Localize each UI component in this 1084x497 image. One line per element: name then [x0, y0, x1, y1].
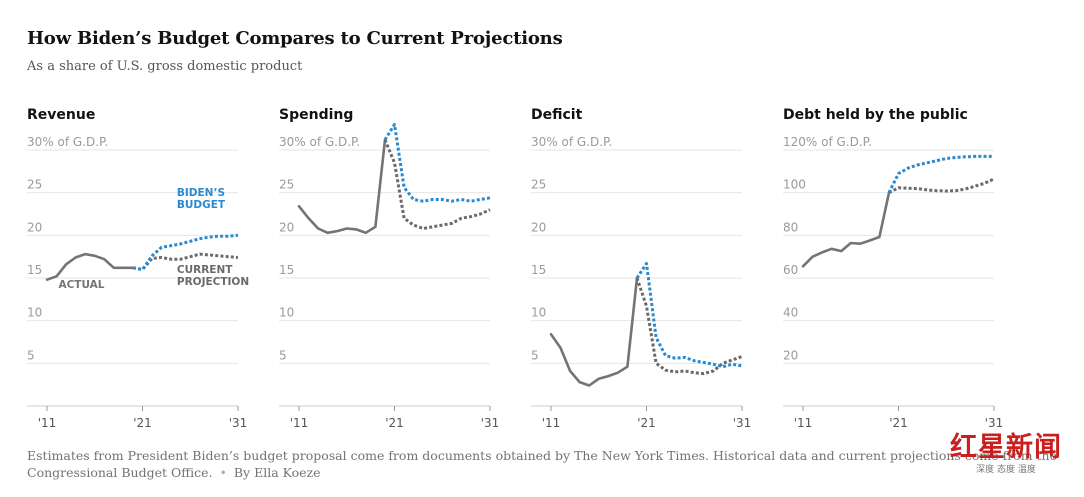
series-label: ACTUAL: [58, 279, 104, 291]
x-tick-label: '11: [794, 416, 813, 430]
x-tick-label: '21: [385, 416, 404, 430]
panel-title: Revenue: [27, 107, 96, 123]
y-tick-label: 5: [279, 348, 287, 362]
y-tick-label: 25: [279, 178, 294, 192]
series-line-current: [635, 277, 743, 376]
y-tick-label: 15: [279, 263, 294, 277]
y-tick-label: 20: [279, 220, 294, 234]
y-tick-label: 120% of G.D.P.: [783, 135, 872, 149]
x-tick-label: '31: [481, 416, 500, 430]
watermark-tagline: 深度 态度 温度: [976, 465, 1036, 475]
series-line-actual: [45, 252, 135, 281]
y-tick-label: 80: [783, 220, 798, 234]
series-line-actual: [297, 138, 387, 235]
x-tick-label: '31: [985, 416, 1004, 430]
watermark-logo: 红星新闻: [950, 432, 1062, 463]
series-line-biden: [635, 262, 743, 369]
y-tick-label: 5: [531, 348, 539, 362]
y-tick-label: 30% of G.D.P.: [27, 135, 108, 149]
series-line-current: [888, 177, 995, 195]
revenue-plot: 5 10 15 20 25 30% of G.D.P. '11 '21 '31 ACTUAL BID…: [27, 135, 249, 430]
y-tick-label: 100: [783, 178, 806, 192]
y-tick-label: 20: [783, 348, 798, 362]
source-text: Estimates from President Biden’s budget …: [27, 448, 1057, 480]
x-tick-label: '31: [733, 416, 752, 430]
series-line-biden: [383, 122, 491, 203]
series-label: CURRENT PROJECTION: [177, 264, 249, 288]
x-tick-label: '21: [133, 416, 152, 430]
y-tick-label: 20: [531, 220, 546, 234]
y-tick-label: 10: [279, 306, 294, 320]
byline: By Ella Koeze: [233, 465, 321, 480]
debt-plot: 20 40 60 80 100 120% of G.D.P. '11 '21 '31: [783, 135, 1004, 430]
y-tick-label: 25: [531, 178, 546, 192]
x-tick-label: '11: [542, 416, 561, 430]
panel-title: Debt held by the public: [783, 107, 968, 123]
series-line-actual: [549, 276, 639, 387]
series-line-current: [383, 139, 491, 230]
y-tick-label: 15: [27, 263, 42, 277]
y-tick-label: 25: [27, 178, 42, 192]
y-tick-label: 40: [783, 306, 798, 320]
revenue-chart: Revenue 5 10 15 20 25 30% of G.D.P. '11 '21 '31 A…: [27, 100, 257, 435]
source-note: Estimates from President Biden’s budget …: [27, 447, 1057, 481]
separator-dot: •: [219, 465, 227, 480]
x-tick-label: '11: [38, 416, 57, 430]
x-tick-label: '21: [637, 416, 656, 430]
deficit-plot: 5 10 15 20 25 30% of G.D.P. '11 '21 '31: [531, 135, 752, 430]
series-label: BIDEN’S BUDGET: [177, 187, 226, 211]
x-tick-label: '31: [229, 416, 248, 430]
debt-chart: Debt held by the public 20 40 60 80 100 120% …: [783, 100, 1013, 435]
series-line-biden: [132, 233, 239, 271]
y-tick-label: 30% of G.D.P.: [279, 135, 360, 149]
series-line-actual: [801, 191, 891, 268]
watermark: 红星新闻 深度 态度 温度: [942, 432, 1070, 476]
panel-title: Deficit: [531, 107, 583, 123]
y-tick-label: 20: [27, 220, 42, 234]
x-tick-label: '21: [889, 416, 908, 430]
spending-chart: Spending 5 10 15 20 25 30% of G.D.P. '11 '21 '31: [279, 100, 509, 435]
chart-subtitle: As a share of U.S. gross domestic produc…: [27, 59, 303, 74]
y-tick-label: 5: [27, 348, 35, 362]
panel-title: Spending: [279, 107, 354, 123]
chart-title: How Biden’s Budget Compares to Current P…: [27, 28, 563, 49]
y-tick-label: 10: [531, 306, 546, 320]
y-tick-label: 30% of G.D.P.: [531, 135, 612, 149]
spending-plot: 5 10 15 20 25 30% of G.D.P. '11 '21 '31: [279, 122, 500, 430]
x-tick-label: '11: [290, 416, 309, 430]
deficit-chart: Deficit 5 10 15 20 25 30% of G.D.P. '11 '21 '31: [531, 100, 761, 435]
y-tick-label: 60: [783, 263, 798, 277]
y-tick-label: 10: [27, 306, 42, 320]
y-tick-label: 15: [531, 263, 546, 277]
